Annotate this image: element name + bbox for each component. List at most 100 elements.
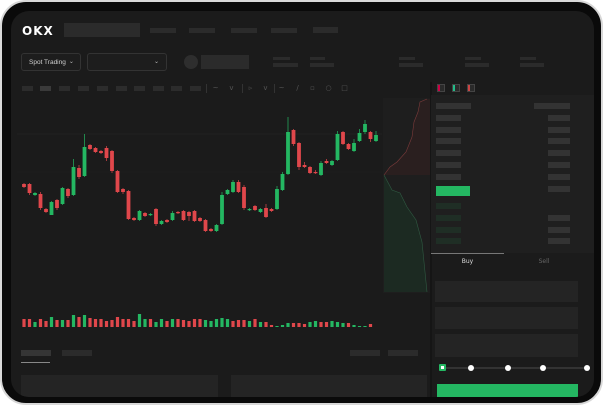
candle	[308, 167, 312, 173]
fullscreen-icon[interactable]: □	[341, 84, 348, 92]
volume-bar	[38, 319, 43, 327]
orderbook-bids-icon[interactable]	[452, 84, 460, 92]
total-input[interactable]	[435, 334, 578, 357]
ask-row[interactable]	[436, 138, 461, 144]
ask-row[interactable]	[436, 127, 461, 133]
candle	[181, 211, 186, 220]
candle	[93, 148, 98, 152]
interval-button[interactable]	[59, 86, 70, 91]
nav-item[interactable]	[189, 28, 215, 33]
nav-item[interactable]	[271, 28, 297, 33]
orderbook-asks-icon[interactable]	[467, 84, 475, 92]
amount-input[interactable]	[435, 307, 578, 329]
stat-label	[465, 57, 481, 60]
search-bar[interactable]	[64, 23, 140, 37]
slider-step-25[interactable]	[468, 365, 474, 371]
candle	[341, 132, 345, 144]
interval-button[interactable]	[22, 86, 33, 91]
ask-row[interactable]	[436, 115, 461, 121]
bid-row[interactable]	[436, 215, 461, 221]
bid-row[interactable]	[548, 238, 570, 244]
ask-row[interactable]	[548, 174, 570, 180]
candle	[121, 189, 125, 192]
interval-button[interactable]	[171, 86, 182, 91]
candle	[253, 206, 257, 210]
interval-button[interactable]	[97, 86, 108, 91]
pencil-icon[interactable]: /	[296, 84, 299, 92]
stat-label	[273, 57, 290, 60]
ask-row[interactable]	[548, 115, 570, 121]
volume-bar	[357, 326, 362, 327]
interval-button[interactable]	[116, 86, 127, 91]
bid-row[interactable]	[436, 227, 461, 233]
volume-bar	[231, 321, 235, 327]
amount-slider[interactable]	[439, 364, 590, 371]
candle	[297, 143, 301, 167]
line-tool-icon[interactable]: ~	[278, 84, 285, 92]
nav-item[interactable]	[313, 27, 338, 33]
buy-button[interactable]	[437, 384, 578, 397]
price-input[interactable]	[435, 281, 578, 302]
interval-button-active[interactable]	[40, 86, 51, 91]
chevron-down-icon: ⌄	[68, 59, 74, 65]
filter-button[interactable]	[350, 350, 380, 356]
interval-button[interactable]	[134, 86, 145, 91]
candle	[313, 172, 318, 174]
filter-button[interactable]	[388, 350, 418, 356]
candle	[264, 208, 268, 217]
ask-row[interactable]	[548, 150, 570, 156]
candle	[77, 168, 81, 177]
volume-bar	[258, 322, 263, 327]
volume-bar	[154, 322, 158, 327]
candle	[374, 135, 378, 141]
nav-item[interactable]	[231, 28, 257, 33]
slider-step-100[interactable]	[584, 365, 590, 371]
ask-row[interactable]	[436, 150, 461, 156]
tab-order-history[interactable]	[62, 350, 92, 356]
candle	[231, 182, 235, 192]
orderbook-header	[534, 103, 570, 109]
volume-bar	[286, 323, 290, 327]
volume-bar	[302, 324, 307, 327]
interval-button[interactable]	[190, 86, 201, 91]
pair-select[interactable]: ⌄	[87, 53, 167, 71]
candle	[66, 189, 70, 196]
ask-row[interactable]	[436, 174, 461, 180]
nav-item[interactable]	[150, 28, 176, 33]
candle	[275, 189, 279, 209]
interval-button[interactable]	[153, 86, 164, 91]
bid-row[interactable]	[548, 227, 570, 233]
slider-handle[interactable]	[439, 364, 446, 371]
volume-bar	[187, 321, 191, 327]
ask-row[interactable]	[548, 138, 570, 144]
volume-bar	[335, 322, 340, 327]
slider-step-75[interactable]	[540, 365, 546, 371]
bid-row[interactable]	[436, 238, 461, 244]
ask-row[interactable]	[436, 162, 461, 168]
slider-step-50[interactable]	[505, 365, 511, 371]
indicator-icon[interactable]: ▹	[248, 84, 253, 92]
ask-row[interactable]	[548, 127, 570, 133]
tab-buy[interactable]: Buy	[431, 253, 504, 269]
orderbook-both-icon[interactable]	[437, 84, 445, 92]
volume-bar	[209, 321, 213, 327]
volume-bar	[297, 323, 301, 327]
camera-icon[interactable]: ▫	[310, 84, 315, 92]
okx-logo[interactable]: OKX	[22, 24, 54, 38]
ask-row[interactable]	[548, 162, 570, 168]
candle	[165, 220, 169, 222]
interval-button[interactable]	[78, 86, 89, 91]
bid-row[interactable]	[436, 203, 461, 209]
chevron-down-icon[interactable]: v	[263, 84, 268, 92]
orders-panel	[21, 375, 218, 397]
bid-row[interactable]	[548, 215, 570, 221]
volume-bar	[247, 321, 252, 327]
candle	[368, 132, 373, 139]
tab-open-orders[interactable]	[21, 350, 51, 356]
settings-icon[interactable]: ○	[325, 84, 332, 92]
candle	[192, 211, 197, 221]
tab-sell[interactable]: Sell	[538, 258, 550, 265]
market-select[interactable]: Spot Trading ⌄	[21, 53, 81, 71]
chart-type-icon[interactable]: ~	[212, 84, 219, 92]
chevron-down-icon[interactable]: v	[229, 84, 234, 92]
